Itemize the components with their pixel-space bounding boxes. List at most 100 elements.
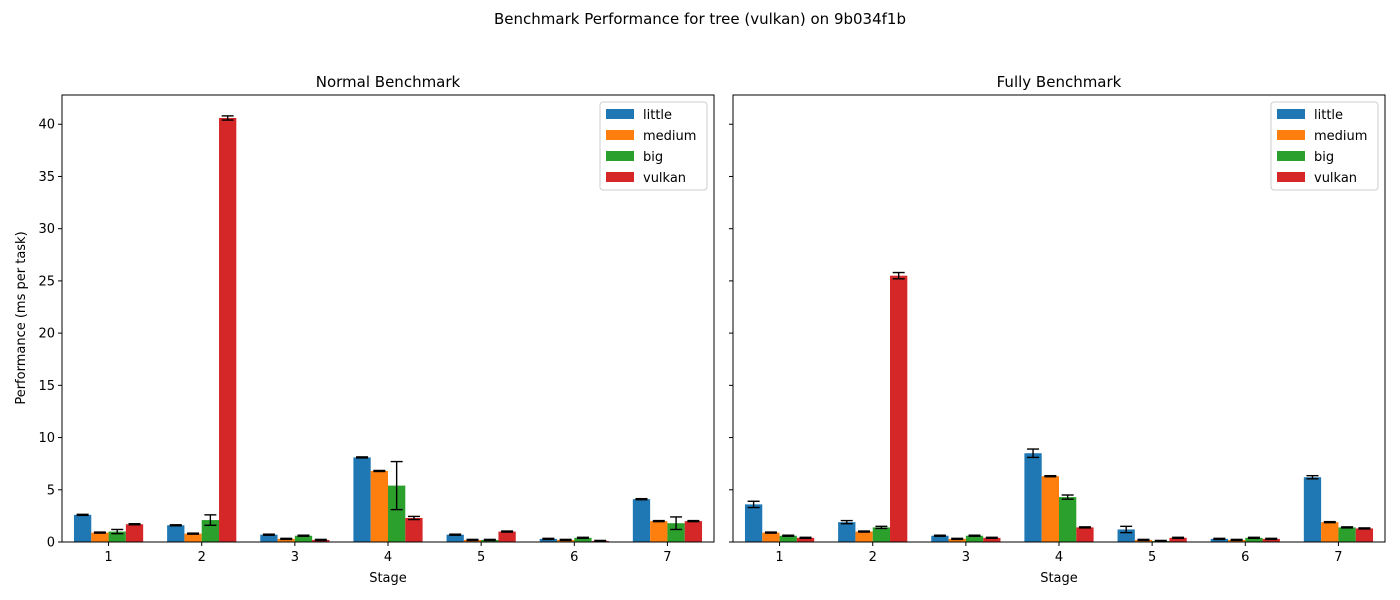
x-tick-label: 1 xyxy=(104,550,112,565)
bar-medium-stage-1 xyxy=(91,532,109,542)
legend-label-little: little xyxy=(1314,108,1343,123)
x-tick-label: 6 xyxy=(570,550,578,565)
legend-box xyxy=(1270,101,1379,191)
legend-label-vulkan: vulkan xyxy=(1314,171,1357,186)
y-tick-label: 25 xyxy=(38,274,55,289)
bar-vulkan-stage-4 xyxy=(1076,527,1094,542)
bar-medium-stage-3 xyxy=(277,538,295,542)
x-tick-label: 2 xyxy=(869,550,877,565)
bar-little-stage-2 xyxy=(838,522,856,542)
x-tick-label: 5 xyxy=(1148,550,1156,565)
bar-medium-stage-4 xyxy=(1041,476,1059,542)
legend-label-big: big xyxy=(643,150,663,165)
bar-big-stage-7 xyxy=(667,523,685,542)
legend-label-medium: medium xyxy=(643,129,696,144)
plot-area: 1 2 3 4 5 6 7 0 5 10 15 20 25 30 35 40 little medium big vu… xyxy=(38,94,715,565)
legend-swatch-little xyxy=(1277,109,1305,119)
legend: little medium big vulkan xyxy=(1270,101,1379,191)
panel-title: Normal Benchmark xyxy=(316,73,461,91)
bar-big-stage-3 xyxy=(965,535,984,542)
bar-little-stage-5 xyxy=(446,534,464,542)
bar-medium-stage-4 xyxy=(370,470,388,542)
legend: little medium big vulkan xyxy=(599,101,708,191)
bar-big-stage-7 xyxy=(1338,527,1356,542)
bar-little-stage-3 xyxy=(260,534,278,542)
x-tick-label: 4 xyxy=(384,550,392,565)
bar-medium-stage-3 xyxy=(948,538,966,542)
plot-area: 1 2 3 4 5 6 7 little medium big vulkan xyxy=(729,94,1386,565)
x-tick-label: 2 xyxy=(198,550,206,565)
legend-label-big: big xyxy=(1314,150,1334,165)
panel-title: Fully Benchmark xyxy=(997,73,1122,91)
bar-big-stage-6 xyxy=(1245,537,1263,542)
bar-big-stage-1 xyxy=(108,531,126,542)
x-tick-label: 5 xyxy=(477,550,485,565)
legend-label-vulkan: vulkan xyxy=(643,171,686,186)
x-axis-label: Stage xyxy=(369,571,407,586)
x-tick-label: 6 xyxy=(1241,550,1249,565)
legend-box xyxy=(599,101,708,191)
bar-vulkan-stage-2 xyxy=(890,275,908,542)
panel-fully-benchmark: Fully Benchmark Stage 1 2 3 4 5 6 7 little mediu… xyxy=(729,73,1386,586)
bar-little-stage-6 xyxy=(1210,538,1228,542)
bar-vulkan-stage-2 xyxy=(219,117,237,543)
legend-label-medium: medium xyxy=(1314,129,1367,144)
y-tick-label: 0 xyxy=(47,536,55,551)
panel-normal-benchmark: Normal Benchmark Performance (ms per tas… xyxy=(14,73,715,586)
y-tick-label: 35 xyxy=(38,170,55,185)
figure-suptitle: Benchmark Performance for tree (vulkan) … xyxy=(494,10,906,28)
bar-vulkan-stage-4 xyxy=(405,517,423,542)
legend-swatch-medium xyxy=(606,130,634,140)
legend-swatch-medium xyxy=(1277,130,1305,140)
bar-big-stage-2 xyxy=(872,527,891,542)
x-tick-label: 1 xyxy=(775,550,783,565)
bar-medium-stage-2 xyxy=(855,531,873,542)
legend-label-little: little xyxy=(643,108,672,123)
bar-vulkan-stage-6 xyxy=(1262,538,1280,542)
y-tick-label: 20 xyxy=(38,327,55,342)
bar-little-stage-1 xyxy=(73,514,92,542)
y-tick-label: 10 xyxy=(38,431,55,446)
legend-swatch-big xyxy=(1277,151,1305,161)
bar-big-stage-3 xyxy=(294,535,313,542)
legend-swatch-big xyxy=(606,151,634,161)
bar-little-stage-2 xyxy=(167,525,185,542)
x-axis-label: Stage xyxy=(1040,571,1078,586)
bar-little-stage-1 xyxy=(744,504,763,542)
bar-little-stage-6 xyxy=(539,538,557,542)
bar-big-stage-4 xyxy=(1059,497,1077,542)
legend-swatch-vulkan xyxy=(1277,172,1305,182)
bar-medium-stage-7 xyxy=(1321,522,1339,542)
bar-big-stage-4 xyxy=(388,485,406,542)
bar-vulkan-stage-1 xyxy=(796,537,815,542)
bar-big-stage-1 xyxy=(779,535,797,542)
bar-big-stage-6 xyxy=(574,537,592,542)
x-tick-label: 4 xyxy=(1055,550,1063,565)
legend-swatch-little xyxy=(606,109,634,119)
bar-vulkan-stage-1 xyxy=(125,524,144,542)
x-tick-label: 3 xyxy=(962,550,970,565)
bar-vulkan-stage-3 xyxy=(983,537,1001,542)
bar-vulkan-stage-5 xyxy=(498,531,516,542)
bar-little-stage-7 xyxy=(1303,477,1322,542)
bar-medium-stage-7 xyxy=(650,521,668,542)
bar-little-stage-7 xyxy=(632,499,651,542)
x-tick-label: 3 xyxy=(291,550,299,565)
bar-little-stage-3 xyxy=(931,535,949,542)
y-axis-label: Performance (ms per task) xyxy=(14,231,29,404)
bar-vulkan-stage-7 xyxy=(684,521,703,542)
x-tick-label: 7 xyxy=(1334,550,1342,565)
bar-medium-stage-1 xyxy=(762,532,780,542)
bar-vulkan-stage-5 xyxy=(1169,537,1187,542)
bar-medium-stage-2 xyxy=(184,533,202,542)
x-tick-label: 7 xyxy=(663,550,671,565)
bar-vulkan-stage-7 xyxy=(1355,528,1374,542)
y-tick-label: 5 xyxy=(47,483,55,498)
y-tick-label: 15 xyxy=(38,379,55,394)
bar-little-stage-4 xyxy=(1024,453,1042,542)
y-tick-label: 30 xyxy=(38,222,55,237)
bar-little-stage-4 xyxy=(353,457,371,542)
y-tick-label: 40 xyxy=(38,118,55,133)
legend-swatch-vulkan xyxy=(606,172,634,182)
